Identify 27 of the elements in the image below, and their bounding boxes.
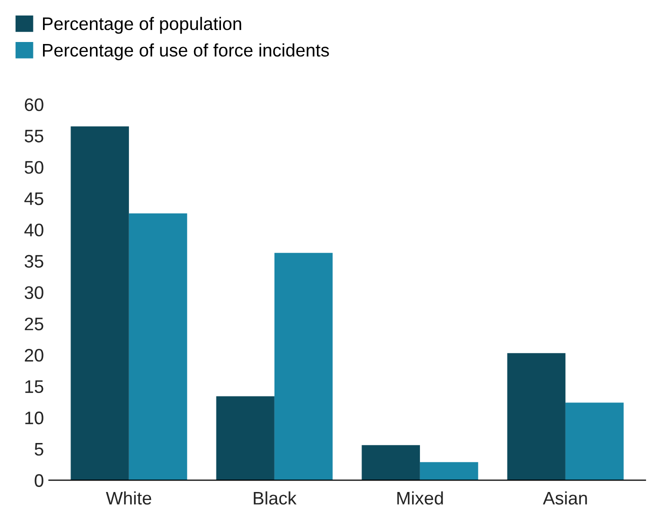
- y-tick-label: 30: [24, 286, 44, 300]
- y-tick-label: 40: [24, 224, 44, 236]
- x-tick-label: Mixed: [397, 491, 443, 505]
- y-tick-label: 60: [24, 98, 44, 112]
- y-tick-label: 55: [24, 130, 44, 142]
- x-tick-label: Asian: [542, 491, 587, 505]
- legend-label: Percentage of use of force incidents: [43, 43, 329, 60]
- bar: [274, 252, 333, 480]
- x-tick-label: White: [106, 491, 152, 505]
- bar: [362, 445, 420, 480]
- bar: [70, 126, 129, 480]
- x-tick-label: Black: [254, 491, 297, 505]
- y-tick-label: 5: [34, 443, 44, 456]
- y-tick-label: 10: [25, 412, 44, 424]
- y-tick-label: 50: [24, 160, 44, 174]
- y-tick-label: 0: [34, 474, 44, 487]
- y-tick-label: 25: [24, 318, 44, 330]
- y-tick-label: 35: [24, 254, 44, 268]
- y-tick-label: 45: [24, 192, 44, 206]
- legend-label: Percentage of population: [43, 16, 242, 34]
- bar: [507, 353, 566, 480]
- bar: [128, 213, 188, 480]
- y-tick-label: 20: [24, 348, 44, 362]
- bar: [216, 396, 274, 480]
- bar: [565, 402, 624, 480]
- bar: [420, 462, 478, 480]
- y-tick-label: 15: [25, 380, 44, 393]
